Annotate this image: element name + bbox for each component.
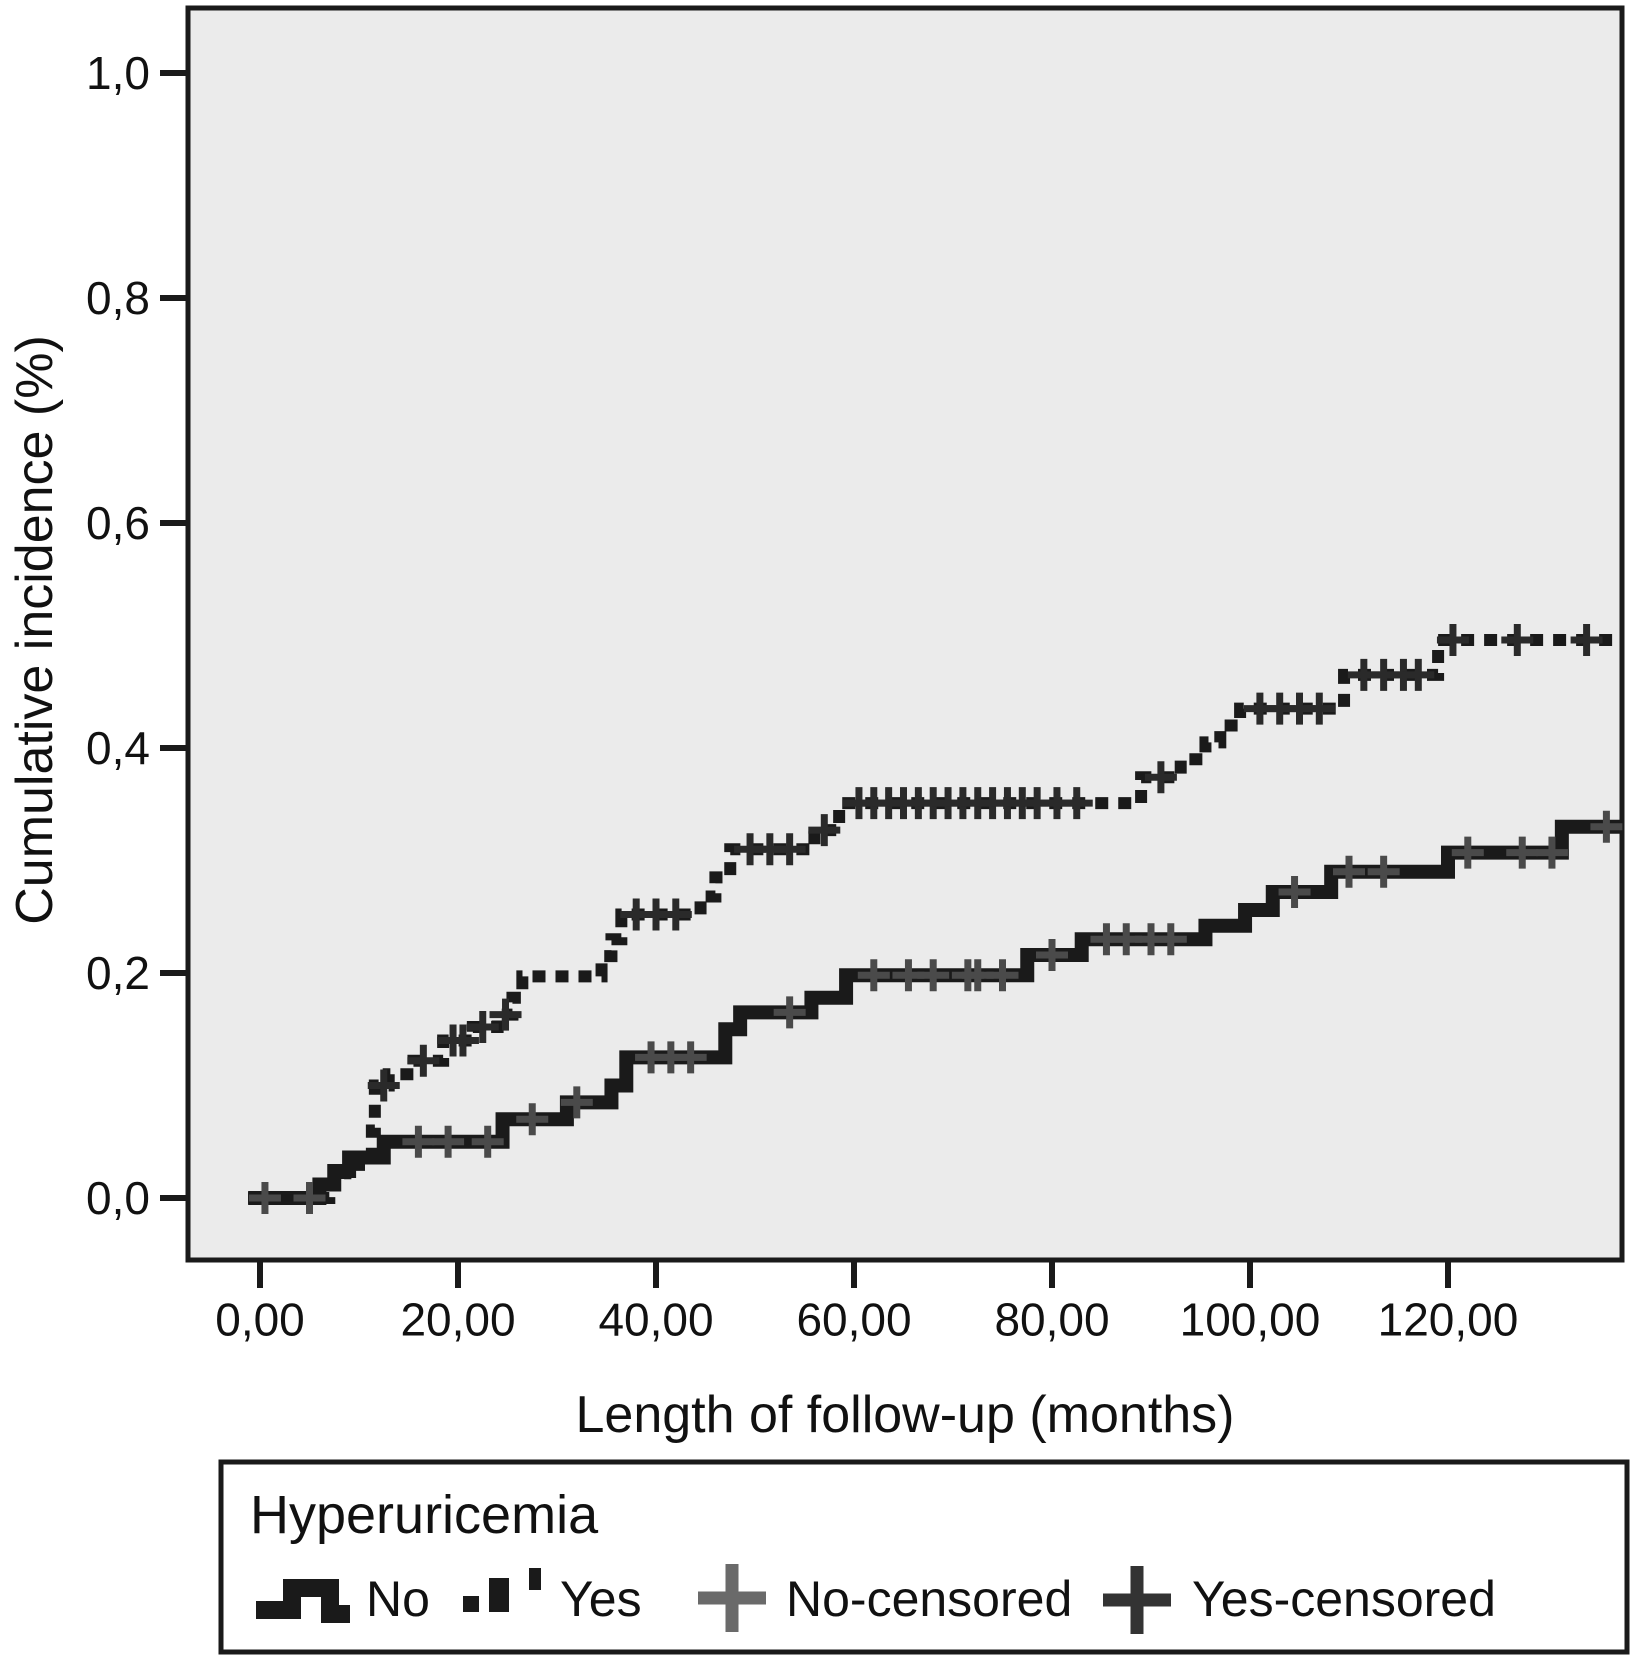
legend-label-yes-censored: Yes-censored xyxy=(1192,1571,1496,1627)
x-axis-title: Length of follow-up (months) xyxy=(575,1386,1234,1444)
no-censor-plus-icon xyxy=(986,959,1019,992)
no-censor-plus-icon xyxy=(1278,876,1311,908)
no-censor-plus-icon xyxy=(1506,836,1539,869)
x-tick-label: 60,00 xyxy=(796,1294,911,1346)
x-tick-label: 100,00 xyxy=(1180,1294,1321,1346)
yes-censor-plus-icon xyxy=(1303,692,1336,725)
yes-censor-plus-icon xyxy=(1570,624,1603,656)
no-censor-plus-icon xyxy=(293,1182,326,1214)
no-censor-plus-icon xyxy=(1535,836,1568,869)
yes-curve xyxy=(248,634,1621,1204)
x-tick-label: 40,00 xyxy=(598,1294,713,1346)
no-censor-plus-icon xyxy=(917,959,950,992)
y-tick-label: 0,0 xyxy=(86,1172,150,1224)
yes-censor-plus-icon xyxy=(1501,624,1534,656)
yes-censor-plus-icon xyxy=(1060,787,1093,820)
x-tick-label: 80,00 xyxy=(994,1294,1109,1346)
no-censor-plus-icon xyxy=(471,1125,504,1158)
x-tick-label: 120,00 xyxy=(1378,1294,1519,1346)
yes-censor-plus-icon xyxy=(407,1044,440,1077)
no-censor-plus-icon xyxy=(1590,810,1623,843)
legend-title: Hyperuricemia xyxy=(250,1485,599,1545)
legend-label-no-censored: No-censored xyxy=(786,1571,1072,1627)
legend-no-step-icon xyxy=(256,1579,350,1623)
x-tick-label: 20,00 xyxy=(400,1294,515,1346)
yes-censor-plus-icon xyxy=(1436,624,1469,656)
legend: Hyperuricemia No Yes No-censored xyxy=(218,1459,1630,1655)
y-tick-label: 0,6 xyxy=(86,497,150,549)
legend-box xyxy=(218,1459,1630,1655)
legend-label-yes: Yes xyxy=(560,1571,642,1627)
y-tick-label: 0,2 xyxy=(86,947,150,999)
no-censor-plus-icon xyxy=(773,996,806,1029)
no-censor-plus-icon xyxy=(432,1125,465,1158)
yes-censor-plus-icon xyxy=(446,1024,479,1057)
x-ticks: 0,00 20,00 40,00 60,00 80,00 100,00 120,00 xyxy=(215,1260,1518,1346)
legend-yes-step-icon xyxy=(463,1568,541,1612)
legend-yes-censored-icon xyxy=(1103,1566,1171,1634)
y-ticks: 0,0 0,2 0,4 0,6 0,8 1,0 xyxy=(86,47,188,1224)
no-censor-plus-icon xyxy=(560,1086,593,1119)
no-censor-plus-icon xyxy=(1333,855,1365,888)
yes-censor-plus-icon xyxy=(367,1069,400,1102)
no-censor-plus-icon xyxy=(857,959,890,992)
yes-censor-plus-icon xyxy=(659,898,692,931)
yes-censor-plus-icon xyxy=(466,1011,499,1043)
no-censor-plus-icon xyxy=(674,1041,707,1074)
x-tick-label: 0,00 xyxy=(215,1294,305,1346)
y-tick-label: 1,0 xyxy=(86,47,150,99)
yes-censor-plus-icon xyxy=(1144,761,1177,794)
y-tick-label: 0,8 xyxy=(86,272,150,324)
no-censor-plus-icon xyxy=(402,1125,435,1158)
y-axis-title: Cumulative incidence (%) xyxy=(6,335,64,925)
legend-label-no: No xyxy=(366,1571,430,1627)
yes-censor-plus-icon xyxy=(808,814,841,847)
y-tick-label: 0,4 xyxy=(86,722,150,774)
no-censor-plus-icon xyxy=(1036,939,1068,971)
no-censor-plus-icon xyxy=(1451,836,1484,869)
plot-area xyxy=(185,5,1625,1263)
no-censor-plus-icon xyxy=(248,1182,281,1214)
no-censor-plus-icon xyxy=(1154,923,1187,956)
no-censor-plus-icon xyxy=(516,1103,549,1136)
yes-censor-plus-icon xyxy=(1402,658,1435,691)
yes-censor-plus-icon xyxy=(773,833,806,866)
no-censor-plus-icon xyxy=(1367,855,1400,888)
yes-censor-plus-icon xyxy=(489,998,522,1031)
legend-no-censored-icon xyxy=(698,1564,766,1632)
censor-marks xyxy=(248,624,1623,1214)
